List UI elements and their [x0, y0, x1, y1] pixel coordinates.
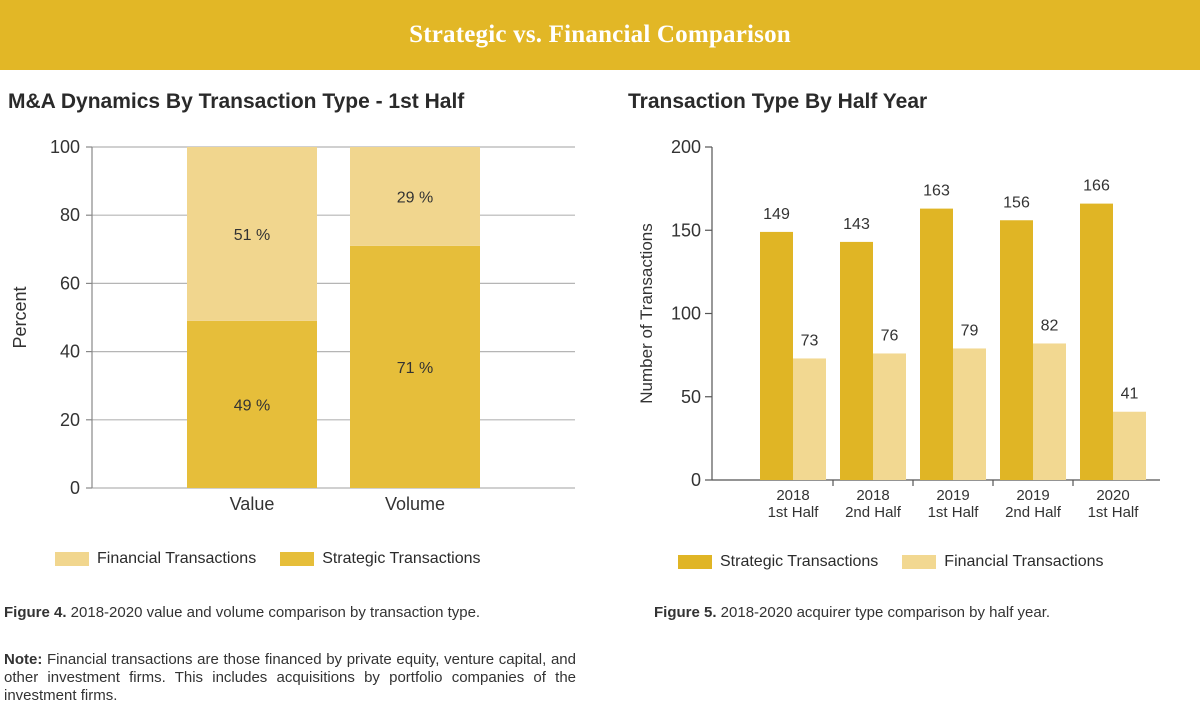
legend-swatch-financial: [902, 555, 937, 569]
legend-item-strategic: Strategic Transactions: [280, 550, 480, 568]
bar-financial: [793, 358, 826, 480]
data-label: 82: [1041, 317, 1059, 334]
bar-strategic: [187, 320, 317, 488]
note-label: Note:: [4, 651, 43, 668]
legend-item-strategic: Strategic Transactions: [678, 553, 878, 571]
stacked-bar-chart: 0 20 40 60 80 100 Percent 49 % 51 % Value 71 % 29 %…: [10, 137, 575, 514]
bar-strategic: [920, 208, 953, 480]
legend-label-financial: Financial Transactions: [97, 550, 257, 567]
chart-1-title: M&A Dynamics By Transaction Type - 1st H…: [8, 90, 465, 113]
y-tick-label: 100: [671, 304, 701, 324]
x-tick-label-year: 2020: [1096, 487, 1129, 504]
chart-2-legend: Strategic Transactions Financial Transac…: [678, 553, 1103, 571]
data-label: 166: [1083, 178, 1110, 195]
data-label: 156: [1003, 194, 1030, 211]
chart-2-title: Transaction Type By Half Year: [628, 90, 928, 113]
y-tick-label: 200: [671, 137, 701, 157]
figure-4-text: 2018-2020 value and volume comparison by…: [66, 604, 481, 621]
x-tick-label-half: 1st Half: [928, 504, 980, 521]
legend-swatch-strategic: [678, 555, 712, 569]
chart-1-legend: Financial Transactions Strategic Transac…: [55, 550, 480, 568]
data-label: 143: [843, 216, 870, 233]
grouped-bar-chart: 0 50 100 150 200 Number of Transactions 149 73 2…: [637, 137, 1160, 521]
data-label: 51 %: [234, 227, 270, 244]
bar-financial: [187, 147, 317, 321]
bar-financial: [350, 147, 480, 246]
x-tick-label: Value: [230, 494, 275, 514]
y-axis-label: Number of Transactions: [637, 223, 656, 403]
bar-financial: [1113, 411, 1146, 480]
bar-financial: [953, 348, 986, 480]
y-tick-label: 40: [60, 342, 80, 362]
x-tick-label-half: 1st Half: [768, 504, 820, 521]
y-tick-label: 0: [70, 478, 80, 498]
bar-strategic: [1000, 220, 1033, 480]
bar-strategic: [840, 241, 873, 480]
data-label: 163: [923, 183, 950, 200]
x-tick-label-year: 2019: [936, 487, 969, 504]
legend-label-strategic: Strategic Transactions: [720, 553, 879, 570]
y-tick-label: 150: [671, 220, 701, 240]
data-label: 76: [881, 327, 899, 344]
x-tick-label-half: 2nd Half: [1005, 504, 1062, 521]
note-paragraph: Note: Financial transactions are those f…: [4, 651, 576, 705]
x-tick-label-year: 2019: [1016, 487, 1049, 504]
legend-label-strategic: Strategic Transactions: [322, 550, 481, 567]
legend-swatch-strategic: [280, 552, 315, 566]
y-tick-label: 50: [681, 387, 701, 407]
figure-5-caption: Figure 5. 2018-2020 acquirer type compar…: [654, 604, 1194, 622]
banner-title: Strategic vs. Financial Comparison: [409, 21, 791, 48]
x-tick-label-year: 2018: [856, 487, 889, 504]
header-banner: Strategic vs. Financial Comparison: [0, 0, 1200, 70]
bar-strategic: [1080, 203, 1113, 481]
figure-4-label: Figure 4.: [4, 604, 67, 621]
figure-5-label: Figure 5.: [654, 604, 717, 621]
y-tick-label: 60: [60, 273, 80, 293]
legend-item-financial: Financial Transactions: [55, 550, 256, 568]
bar-financial: [1033, 343, 1066, 480]
data-label: 79: [961, 322, 979, 339]
bar-strategic: [350, 245, 480, 488]
data-label: 41: [1121, 386, 1139, 403]
data-label: 73: [801, 332, 819, 349]
data-label: 71 %: [397, 360, 433, 377]
y-tick-label: 100: [50, 137, 80, 157]
x-tick-label-half: 1st Half: [1088, 504, 1140, 521]
legend-item-financial: Financial Transactions: [902, 553, 1103, 571]
data-label: 49 %: [234, 397, 270, 414]
x-tick-label-half: 2nd Half: [845, 504, 902, 521]
note-text: Financial transactions are those finance…: [4, 651, 576, 704]
data-label: 29 %: [397, 189, 433, 206]
bar-strategic: [760, 231, 793, 480]
figure-5-text: 2018-2020 acquirer type comparison by ha…: [716, 604, 1051, 621]
y-axis-label: Percent: [10, 286, 30, 348]
figure-4-caption: Figure 4. 2018-2020 value and volume com…: [4, 604, 594, 622]
x-tick-label-year: 2018: [776, 487, 809, 504]
legend-swatch-financial: [55, 552, 89, 566]
data-label: 149: [763, 206, 790, 223]
bar-financial: [873, 353, 906, 480]
y-tick-label: 80: [60, 205, 80, 225]
y-tick-label: 20: [60, 410, 80, 430]
legend-label-financial: Financial Transactions: [944, 553, 1104, 570]
y-tick-label: 0: [691, 470, 701, 490]
x-tick-label: Volume: [385, 494, 445, 514]
